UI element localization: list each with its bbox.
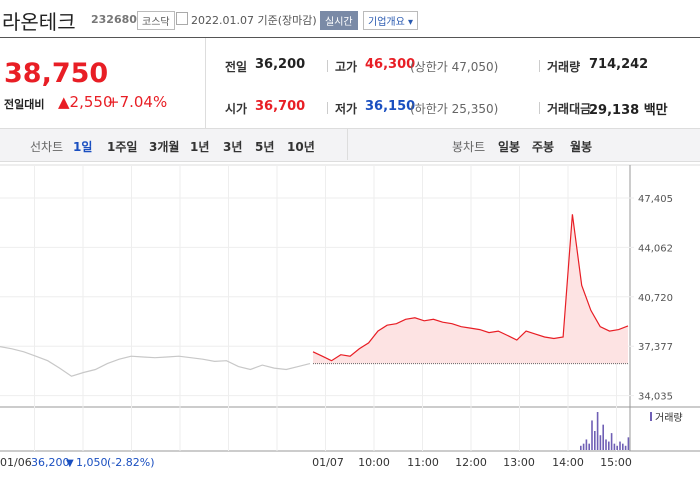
- stat-label: 저가: [335, 102, 358, 116]
- stat-value: 29,138 백만: [589, 103, 668, 118]
- calendar-icon: [176, 12, 188, 25]
- volume-bar: [594, 431, 596, 450]
- x-tick-label: 12:00: [455, 456, 487, 469]
- price-line: [0, 346, 311, 377]
- stat-value: 46,300: [365, 57, 416, 72]
- tab[interactable]: 10년: [287, 140, 315, 154]
- volume-legend: [650, 412, 652, 421]
- volume-bar: [591, 420, 593, 450]
- y-tick-label: 44,062: [638, 243, 673, 254]
- change-value: 2,550: [69, 93, 113, 111]
- change: ▲2,550: [58, 93, 113, 111]
- tab-bar: [0, 128, 700, 162]
- volume-bar: [622, 443, 624, 450]
- stat-label: 전일: [225, 60, 248, 74]
- separator: [205, 38, 206, 128]
- tab-sep: [347, 129, 348, 160]
- x-tick-label: 14:00: [552, 456, 584, 469]
- x-tick-label: 10:00: [358, 456, 390, 469]
- stat-sep: [539, 60, 540, 72]
- prev-date: 01/06: [0, 456, 32, 469]
- stat-sep: [539, 102, 540, 114]
- tab[interactable]: 1주일: [107, 140, 138, 154]
- stock-code: 232680: [91, 13, 137, 26]
- volume-bar: [613, 443, 616, 450]
- tab-group-label: 봉차트: [452, 140, 486, 154]
- change-label: 전일대비: [4, 98, 45, 111]
- prev-rate: (-2.82%): [107, 456, 155, 469]
- volume-bar: [599, 435, 602, 450]
- volume-bar: [619, 441, 621, 450]
- divider: [0, 37, 700, 38]
- company-label: 기업개요: [368, 17, 405, 28]
- stat-extra: (상한가 47,050): [410, 60, 499, 74]
- tab[interactable]: 월봉: [570, 140, 593, 154]
- volume-bar: [624, 445, 627, 450]
- tab[interactable]: 5년: [255, 140, 275, 154]
- tab[interactable]: 3개월: [149, 140, 180, 154]
- volume-bar: [616, 445, 618, 450]
- x-tick-label: 13:00: [503, 456, 535, 469]
- stat-label: 거래량: [547, 60, 581, 74]
- y-tick-label: 40,720: [638, 293, 673, 304]
- price-line: [312, 214, 629, 362]
- volume-bar: [580, 445, 582, 450]
- stat-extra: (하한가 25,350): [410, 102, 499, 116]
- market-badge: 코스닥: [137, 11, 175, 30]
- date: 2022.01.07 기준(장마감): [191, 14, 317, 27]
- stat-value: 36,200: [255, 57, 306, 72]
- area: [313, 214, 628, 364]
- stat-value: 36,700: [255, 99, 306, 114]
- tab[interactable]: 3년: [223, 140, 243, 154]
- tab[interactable]: 일봉: [498, 140, 521, 154]
- change-rate: +7.04%: [107, 93, 168, 111]
- volume-bar: [596, 412, 599, 450]
- prev-arrow: ▼: [66, 458, 74, 469]
- volume-bar: [582, 443, 585, 450]
- stat-label: 시가: [225, 102, 248, 116]
- current-price: 38,750: [4, 58, 109, 89]
- stat-label: 거래대금: [547, 102, 592, 116]
- stat-value: 714,242: [589, 57, 649, 72]
- x-tick-label: 01/07: [312, 456, 344, 469]
- x-tick-label: 15:00: [600, 456, 632, 469]
- tab[interactable]: 1일: [73, 140, 93, 154]
- y-tick-label: 47,405: [638, 194, 673, 205]
- prev-close: 36,200: [31, 456, 70, 469]
- tab[interactable]: 주봉: [532, 140, 555, 154]
- stock-name: 라온테크: [2, 10, 76, 34]
- volume-bar: [602, 424, 604, 450]
- volume-bar: [605, 439, 607, 450]
- x-tick-label: 11:00: [407, 456, 439, 469]
- volume-bar: [627, 437, 630, 450]
- y-tick-label: 37,377: [638, 342, 673, 353]
- volume-bar: [610, 433, 613, 450]
- realtime[interactable]: 실시간: [320, 11, 358, 30]
- y-tick-label: 34,035: [638, 392, 673, 403]
- volume-label: 거래량: [655, 412, 683, 424]
- tab[interactable]: 1년: [190, 140, 210, 154]
- volume-bar: [608, 441, 610, 450]
- stat-sep: [327, 102, 328, 114]
- company-button[interactable]: 기업개요 ▾: [363, 11, 419, 30]
- tab-group-label: 선차트: [30, 140, 64, 154]
- prev-change: 1,050: [76, 456, 108, 469]
- stat-value: 36,150: [365, 99, 416, 114]
- volume-bar: [585, 439, 588, 450]
- stat-sep: [327, 60, 328, 72]
- volume-bar: [588, 443, 590, 450]
- stat-label: 고가: [335, 60, 358, 74]
